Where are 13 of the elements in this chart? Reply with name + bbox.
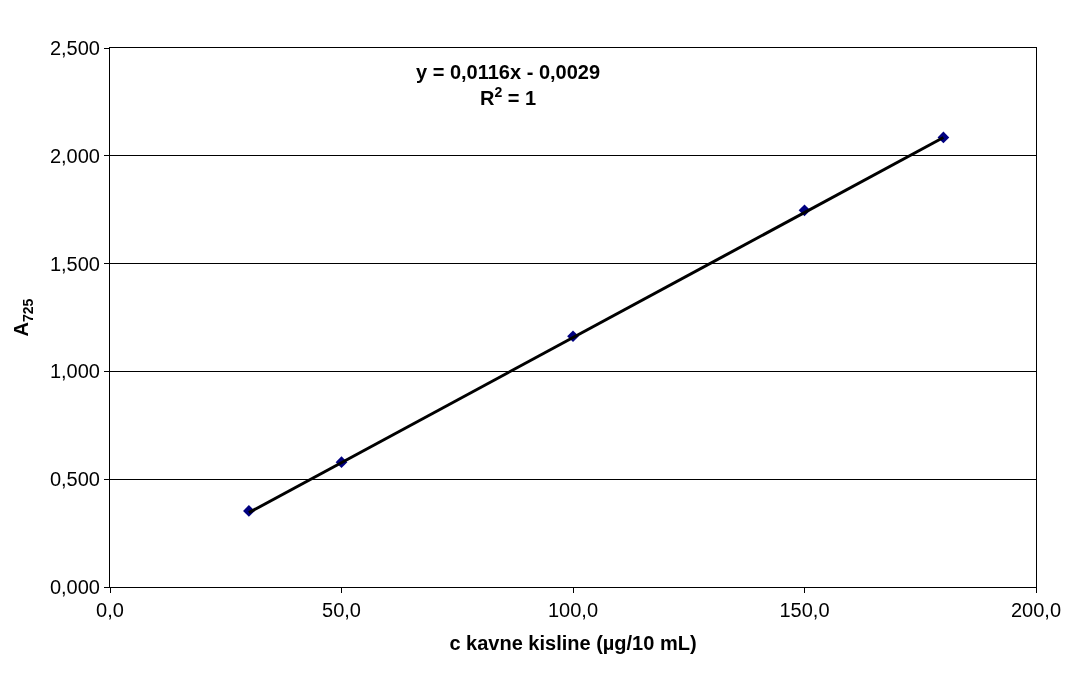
y-tick-label: 0,000	[49, 576, 100, 598]
y-tick-label: 1,500	[49, 252, 100, 275]
x-tick-label: 50,0	[322, 599, 361, 621]
x-tick-label: 200,0	[1010, 599, 1062, 621]
y-tick-label: 2,000	[49, 144, 100, 167]
x-axis-title: c kavne kisline (µg/10 mL)	[449, 631, 697, 654]
y-tick-label: 1,000	[49, 360, 100, 383]
x-tick-label: 100,0	[547, 599, 599, 621]
y-tick-label: 2,500	[49, 37, 100, 59]
y-tick-label: 0,500	[49, 468, 100, 491]
x-tick-label: 150,0	[779, 599, 830, 621]
x-tick-label: 0,0	[96, 599, 124, 621]
annotation: y = 0,0116x - 0,0029 R$^{2}$ = 1	[416, 61, 601, 109]
